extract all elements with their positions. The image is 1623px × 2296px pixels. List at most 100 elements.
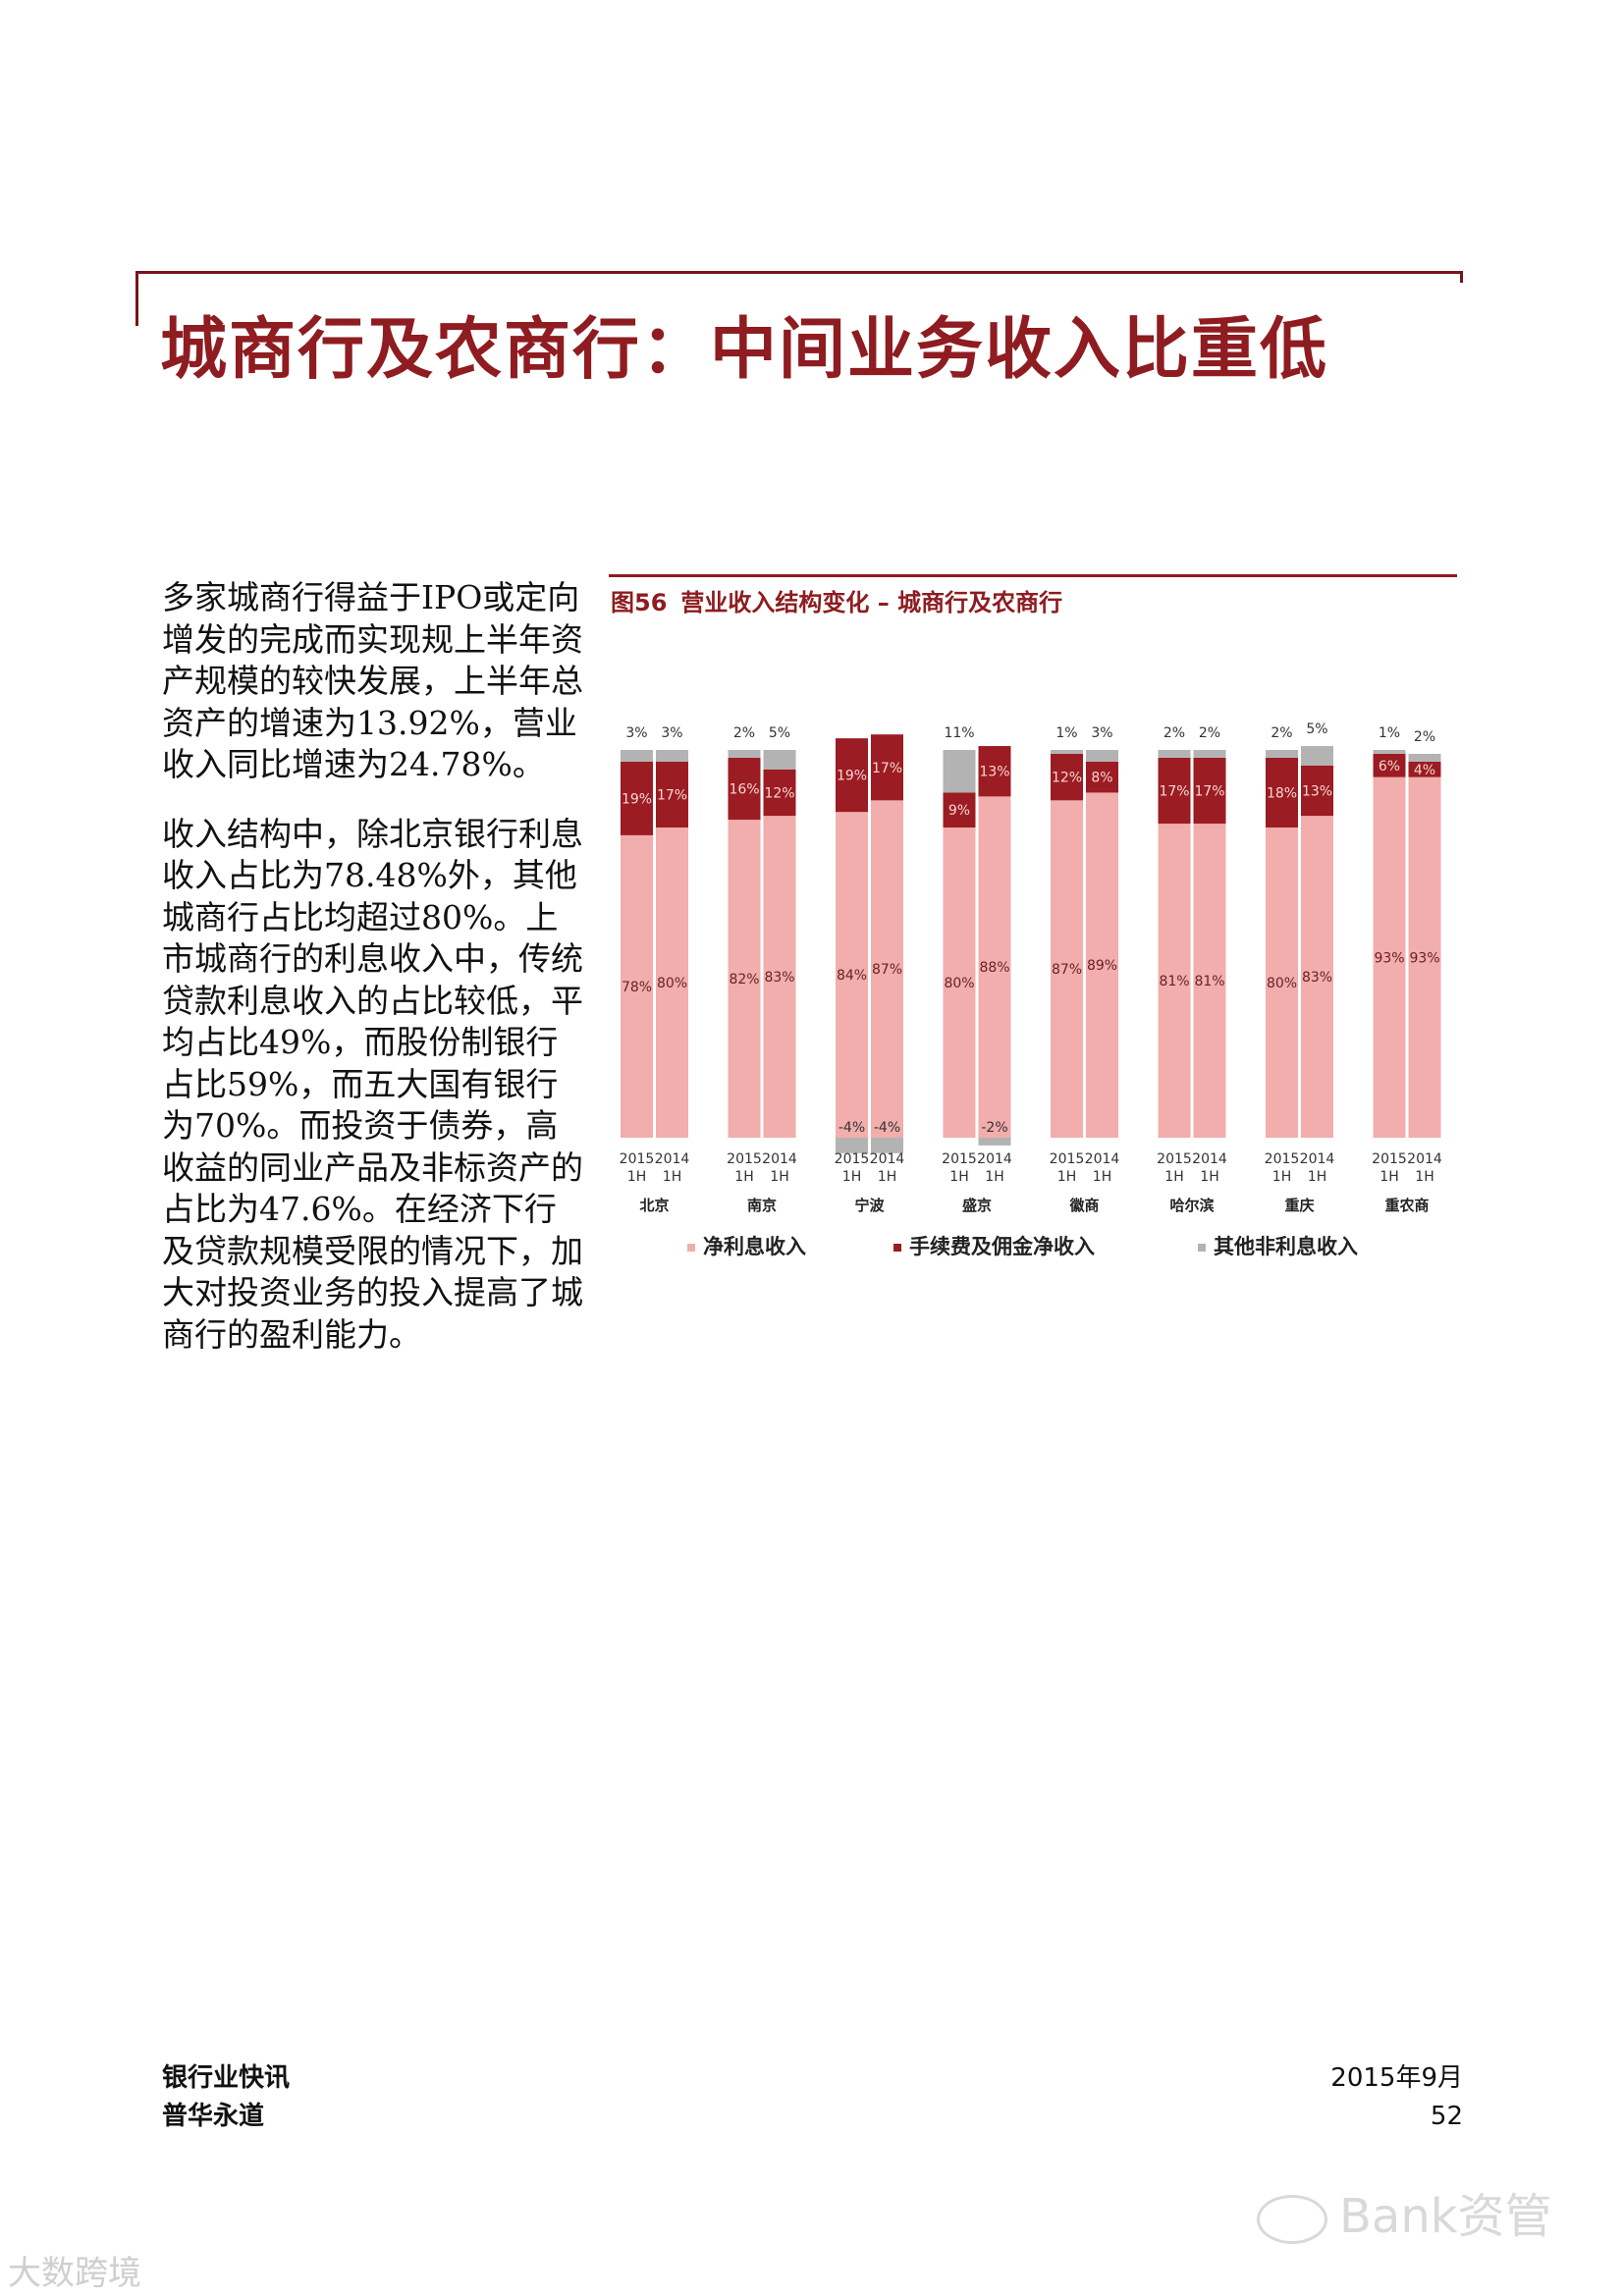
tick-label-year: 2014 xyxy=(1192,1151,1227,1167)
bar-other xyxy=(1373,750,1406,754)
bar-other xyxy=(621,750,653,762)
footer-company: 普华永道 xyxy=(162,2102,265,2131)
tick-label-half: 1H xyxy=(1272,1169,1291,1185)
label-other: 1% xyxy=(1379,725,1400,741)
tick-label-half: 1H xyxy=(1380,1169,1398,1185)
paragraph-1: 多家城商行得益于IPO或定向增发的完成而实现规上半年资产规模的较快发展，上半年总… xyxy=(162,578,583,783)
page-number: 52 xyxy=(1430,2102,1463,2131)
label-interest: 81% xyxy=(1194,974,1224,989)
title-frame-left xyxy=(135,271,138,326)
body-text: 多家城商行得益于IPO或定向增发的完成而实现规上半年资产规模的较快发展，上半年总… xyxy=(162,577,586,1383)
label-interest: 93% xyxy=(1409,950,1439,966)
bar-fee xyxy=(1408,761,1441,777)
bank-label: 盛京 xyxy=(962,1197,992,1214)
bar-fee xyxy=(1266,757,1298,828)
bar-interest xyxy=(1408,776,1441,1138)
bar-interest xyxy=(1373,776,1406,1138)
tick-label-year: 2015 xyxy=(1372,1151,1407,1167)
bar-other xyxy=(728,750,761,758)
bar-other xyxy=(1158,750,1191,758)
bar-fee xyxy=(1373,753,1406,777)
bar-interest xyxy=(978,796,1011,1138)
legend-item-fee: 手续费及佣金净收入 xyxy=(893,1231,1095,1260)
legend-swatch-interest xyxy=(687,1244,695,1252)
bar-interest xyxy=(621,834,653,1138)
bar-fee xyxy=(1193,757,1226,825)
figure-title-text: 营业收入结构变化 – 城商行及农商行 xyxy=(680,589,1063,616)
watermark-source: 大数跨境 xyxy=(8,2254,141,2293)
bar-interest xyxy=(763,816,796,1138)
tick-label-half: 1H xyxy=(1164,1169,1183,1185)
bar-fee xyxy=(1086,761,1118,793)
bar-fee xyxy=(763,769,796,817)
tick-label-year: 2014 xyxy=(1300,1151,1335,1167)
bar-other xyxy=(1301,746,1333,766)
label-fee: 19% xyxy=(837,769,867,784)
bank-label: 重农商 xyxy=(1384,1197,1429,1214)
tick-label-year: 2014 xyxy=(1085,1151,1120,1167)
page-title: 城商行及农商行：中间业务收入比重低 xyxy=(160,310,1329,389)
legend-label-other: 其他非利息收入 xyxy=(1214,1235,1358,1258)
label-interest: 80% xyxy=(1267,976,1297,991)
tick-label-year: 2015 xyxy=(1157,1151,1192,1167)
wechat-icon xyxy=(1257,2195,1327,2244)
bank-label: 北京 xyxy=(639,1197,669,1214)
bar-interest xyxy=(1266,828,1298,1138)
label-fee: 19% xyxy=(622,791,652,807)
bar-fee xyxy=(1158,757,1191,825)
footer-publication: 银行业快讯 xyxy=(162,2063,291,2093)
label-fee: 17% xyxy=(1194,783,1224,799)
revenue-structure-chart: 78% 19% 3% 2015 1H 80% 17% 3% 2014 1H 北京 82% 16% 2% 20… xyxy=(620,721,1442,1214)
tick-label-year: 2015 xyxy=(942,1151,977,1167)
label-fee: 17% xyxy=(657,787,687,803)
bank-label: 哈尔滨 xyxy=(1169,1197,1214,1214)
tick-label-year: 2015 xyxy=(727,1151,762,1167)
bar-other xyxy=(1408,753,1441,762)
bar-interest xyxy=(1051,800,1083,1138)
tick-label-half: 1H xyxy=(663,1169,681,1185)
label-other: 1% xyxy=(1055,725,1077,741)
paragraph-2: 收入结构中，除北京银行利息收入占比为78.48%外，其他城商行占比均超过80%。… xyxy=(162,814,583,1354)
chart-legend: 净利息收入 手续费及佣金净收入 其他非利息收入 xyxy=(677,1231,1463,1260)
label-interest: 93% xyxy=(1374,950,1404,966)
tick-label-year: 2015 xyxy=(1050,1151,1085,1167)
bar-fee xyxy=(1051,753,1083,801)
tick-label-year: 2014 xyxy=(977,1151,1012,1167)
tick-label-year: 2014 xyxy=(870,1151,905,1167)
tick-label-half: 1H xyxy=(627,1169,646,1185)
label-other: 2% xyxy=(1271,725,1292,741)
label-other: 11% xyxy=(944,725,974,741)
legend-item-interest: 净利息收入 xyxy=(687,1231,806,1260)
tick-label-year: 2014 xyxy=(1407,1151,1442,1167)
tick-label-half: 1H xyxy=(734,1169,753,1185)
label-interest: 80% xyxy=(944,976,974,991)
label-fee: 12% xyxy=(1052,771,1082,786)
tick-label-year: 2015 xyxy=(620,1151,655,1167)
tick-label-half: 1H xyxy=(985,1169,1003,1185)
label-other: 2% xyxy=(1414,729,1435,745)
tick-label-year: 2015 xyxy=(1265,1151,1300,1167)
footer-left: 银行业快讯 普华永道 xyxy=(162,2059,290,2136)
label-other: 3% xyxy=(661,725,682,741)
label-fee: 17% xyxy=(1159,783,1189,799)
bar-other xyxy=(943,750,976,793)
bar-other xyxy=(1086,750,1118,762)
label-fee: 16% xyxy=(729,782,759,798)
figure-title: 图56 营业收入结构变化 – 城商行及农商行 xyxy=(611,583,1062,617)
tick-label-half: 1H xyxy=(1057,1169,1076,1185)
bar-interest xyxy=(1158,824,1191,1138)
bar-other xyxy=(871,1138,903,1153)
label-other: 2% xyxy=(733,725,755,741)
label-interest: 87% xyxy=(1052,962,1082,978)
tick-label-half: 1H xyxy=(770,1169,788,1185)
tick-label-half: 1H xyxy=(878,1169,896,1185)
label-interest: 83% xyxy=(1302,970,1332,986)
label-fee: 12% xyxy=(764,785,794,801)
bar-interest xyxy=(1086,792,1118,1138)
label-interest: 87% xyxy=(872,962,902,978)
bar-other xyxy=(1266,750,1298,758)
bar-fee xyxy=(943,792,976,828)
bank-label: 宁波 xyxy=(854,1197,885,1214)
tick-label-half: 1H xyxy=(1093,1169,1111,1185)
label-other: -2% xyxy=(981,1120,1007,1136)
